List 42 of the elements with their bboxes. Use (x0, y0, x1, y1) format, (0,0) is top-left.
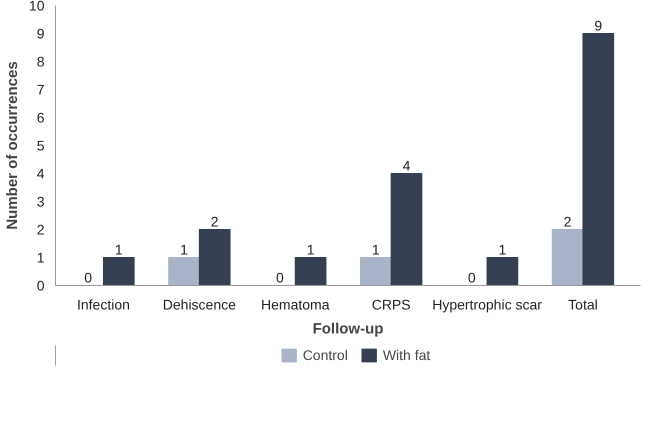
bar (390, 173, 422, 286)
y-tick-label: 10 (28, 0, 45, 14)
x-tick-label: Hematoma (261, 296, 330, 312)
data-label: 2 (564, 214, 572, 230)
bar (294, 257, 326, 286)
y-tick-label: 1 (36, 250, 45, 266)
y-tick-label: 6 (36, 110, 45, 126)
bar (198, 229, 231, 286)
x-tick-label: CRPS (372, 296, 411, 312)
y-axis-title: Number of occurrences (4, 61, 21, 230)
y-tick-label: 2 (36, 222, 45, 238)
x-axis-title: Follow-up (312, 320, 384, 338)
data-label: 9 (594, 18, 602, 34)
x-tick-label: Dehiscence (162, 296, 236, 312)
data-label: 0 (276, 270, 284, 286)
data-label: 1 (180, 242, 188, 258)
data-label: 0 (468, 270, 476, 286)
bar (486, 257, 518, 286)
y-tick-label: 4 (36, 166, 45, 182)
x-tick-label: Infection (76, 296, 130, 312)
data-label: 1 (498, 242, 507, 258)
data-label: 1 (306, 242, 315, 258)
x-tick-label: Hypertrophic scar (432, 296, 542, 312)
y-tick-label: 3 (36, 194, 45, 210)
y-tick-label: 9 (36, 26, 45, 42)
x-tick-label: Total (568, 296, 598, 312)
y-tick-label: 8 (36, 54, 45, 70)
legend-label: With fat (382, 347, 430, 363)
bar (102, 257, 135, 286)
data-label: 1 (114, 242, 123, 258)
legend-label: Control (302, 347, 348, 363)
bar (582, 33, 614, 286)
data-label: 2 (210, 214, 219, 230)
data-label: 0 (84, 270, 92, 286)
bar (552, 229, 584, 286)
y-tick-label: 5 (36, 138, 45, 154)
bar (360, 257, 392, 286)
data-label: 1 (372, 242, 380, 258)
bar (168, 257, 200, 286)
y-tick-label: 7 (36, 82, 45, 98)
data-label: 4 (402, 158, 411, 174)
y-tick-label: 0 (36, 278, 45, 294)
